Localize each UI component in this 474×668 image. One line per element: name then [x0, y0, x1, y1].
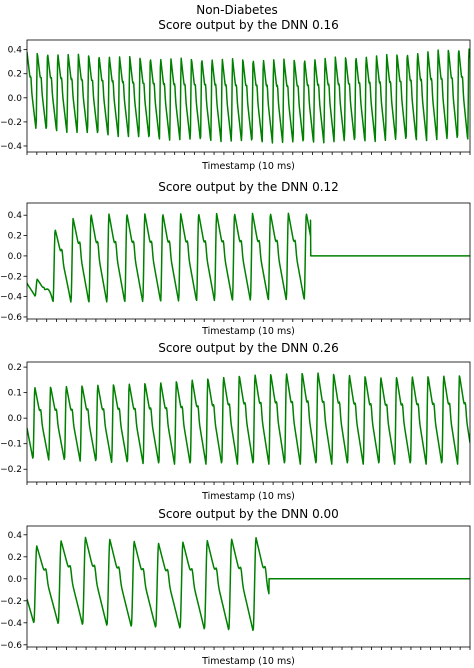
- y-tick-label: −0.2: [0, 597, 22, 607]
- subplot-4-title: Score output by the DNN 0.00: [158, 507, 339, 521]
- subplot-1: Score output by the DNN 0.16 0.4 0.2 0.0 −0.…: [0, 18, 471, 172]
- subplot-2: Score output by the DNN 0.12 0.4 0.2 0.0 −0.…: [0, 180, 471, 337]
- subplot-3-xlabel: Timestamp (10 ms): [201, 491, 295, 502]
- y-tick-label: −0.6: [0, 313, 22, 323]
- subplot-2-frame: [26, 202, 471, 320]
- y-tick-label: 0.4: [8, 211, 23, 221]
- subplot-1-title: Score output by the DNN 0.16: [158, 18, 339, 32]
- subplot-4-frame: [26, 525, 471, 648]
- y-tick-label: −0.2: [0, 118, 22, 128]
- y-tick-label: 0.1: [8, 389, 22, 399]
- subplot-3-title: Score output by the DNN 0.26: [158, 341, 339, 355]
- y-tick-label: −0.4: [0, 293, 22, 303]
- subplot-3-series-line: [27, 372, 470, 465]
- y-tick-label: −0.4: [0, 619, 22, 629]
- y-tick-label: 0.4: [8, 531, 23, 541]
- subplot-4: Score output by the DNN 0.00 0.4 0.2 0.0 −0.…: [0, 507, 471, 667]
- y-tick-label: 0.0: [8, 94, 23, 104]
- subplot-2-xlabel: Timestamp (10 ms): [201, 326, 295, 337]
- y-tick-label: 0.4: [8, 46, 23, 56]
- subplot-1-series-line: [27, 48, 470, 144]
- subplot-2-title: Score output by the DNN 0.12: [158, 180, 339, 194]
- y-tick-label: −0.1: [0, 440, 22, 450]
- y-tick-label: 0.2: [8, 553, 22, 563]
- y-tick-label: 0.0: [8, 252, 23, 262]
- subplot-4-series-line: [27, 536, 470, 632]
- y-tick-label: −0.2: [0, 465, 22, 475]
- y-tick-label: 0.2: [8, 70, 22, 80]
- y-tick-label: −0.6: [0, 641, 22, 651]
- subplot-2-series-line: [27, 212, 470, 303]
- y-tick-label: 0.2: [8, 363, 22, 373]
- y-tick-label: 0.0: [8, 414, 23, 424]
- y-tick-label: −0.4: [0, 142, 22, 152]
- y-tick-label: 0.0: [8, 575, 23, 585]
- subplot-3: Score output by the DNN 0.26 0.2 0.1 0.0 −0.…: [0, 341, 471, 502]
- figure-suptitle: Non-Diabetes: [196, 3, 278, 17]
- subplot-4-xlabel: Timestamp (10 ms): [201, 656, 295, 667]
- y-tick-label: −0.2: [0, 272, 22, 282]
- y-tick-label: 0.2: [8, 232, 22, 242]
- subplot-3-frame: [26, 361, 471, 483]
- subplot-1-frame: [26, 39, 471, 153]
- subplot-1-xlabel: Timestamp (10 ms): [201, 161, 295, 172]
